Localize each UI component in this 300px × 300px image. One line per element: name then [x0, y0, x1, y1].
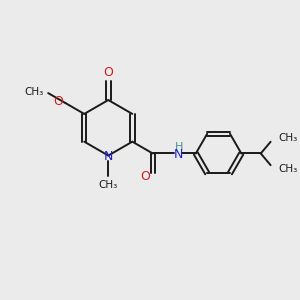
Text: H: H — [175, 142, 183, 152]
Text: O: O — [140, 170, 150, 183]
Text: N: N — [174, 148, 184, 161]
Text: CH₃: CH₃ — [278, 164, 298, 173]
Text: CH₃: CH₃ — [25, 87, 44, 97]
Text: O: O — [103, 66, 113, 79]
Text: CH₃: CH₃ — [278, 134, 298, 143]
Text: O: O — [53, 95, 63, 108]
Text: CH₃: CH₃ — [99, 180, 118, 190]
Text: N: N — [103, 150, 113, 164]
